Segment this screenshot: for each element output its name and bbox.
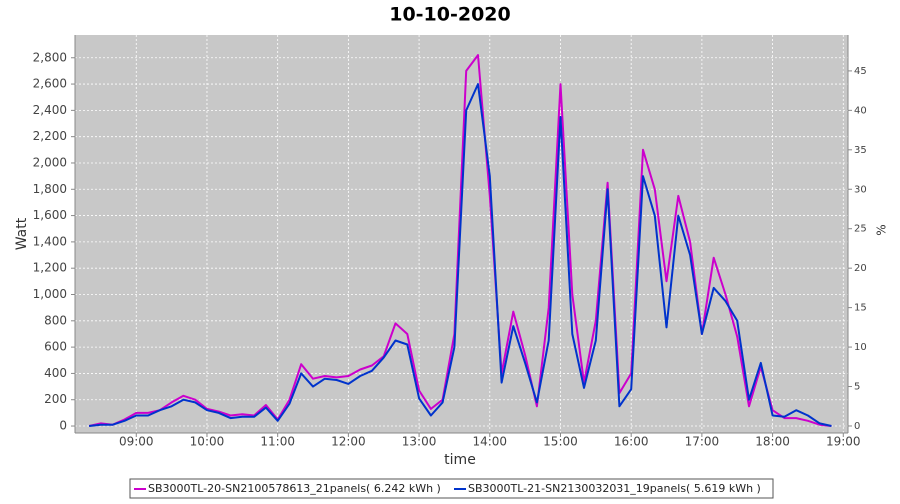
y-tick-label: 0 — [59, 419, 67, 433]
y2-tick-label: 35 — [854, 145, 867, 156]
x-tick-label: 14:00 — [472, 435, 507, 449]
y2-tick-label: 10 — [854, 342, 867, 353]
y-tick-label: 400 — [44, 366, 67, 380]
y-tick-label: 1,600 — [33, 208, 67, 222]
x-tick-label: 15:00 — [543, 435, 578, 449]
x-tick-label: 10:00 — [190, 435, 225, 449]
x-tick-label: 17:00 — [685, 435, 720, 449]
x-tick-label: 13:00 — [402, 435, 437, 449]
legend — [129, 478, 774, 499]
y2-tick-label: 25 — [854, 224, 867, 235]
x-axis-label: time — [444, 452, 476, 468]
y-tick-label: 2,000 — [33, 155, 67, 169]
series-line — [88, 54, 832, 427]
plot-area — [75, 35, 848, 433]
y2-tick-label: 40 — [854, 105, 867, 116]
x-tick-label: 11:00 — [260, 435, 295, 449]
y2-tick-label: 5 — [854, 382, 860, 393]
x-tick-label: 12:00 — [331, 435, 366, 449]
x-tick-label: 19:00 — [826, 435, 861, 449]
y-tick-label: 2,800 — [33, 50, 67, 64]
legend-label: SB3000TL-20-SN2100578613_21panels( 6.242… — [148, 482, 441, 495]
legend-label: SB3000TL-21-SN2130032031_19panels( 5.619… — [468, 482, 761, 495]
y2-tick-label: 0 — [854, 421, 860, 432]
x-tick-label: 18:00 — [755, 435, 790, 449]
y-axis-label: Watt — [14, 217, 30, 250]
y-tick-label: 1,000 — [33, 287, 67, 301]
y2-axis-label: % — [875, 224, 889, 235]
y2-tick-label: 30 — [854, 184, 867, 195]
x-tick-label: 09:00 — [119, 435, 154, 449]
chart-title: 10-10-2020 — [389, 4, 511, 26]
y2-tick-label: 20 — [854, 263, 867, 274]
y-tick-label: 2,400 — [33, 103, 67, 117]
y-tick-label: 2,600 — [33, 77, 67, 91]
y-tick-label: 1,800 — [33, 182, 67, 196]
y-tick-label: 2,200 — [33, 129, 67, 143]
y-tick-label: 800 — [44, 313, 67, 327]
series-line — [88, 83, 832, 427]
y-tick-label: 1,200 — [33, 261, 67, 275]
y-tick-label: 1,400 — [33, 234, 67, 248]
y-tick-label: 600 — [44, 340, 67, 354]
y-tick-label: 200 — [44, 392, 67, 406]
x-tick-label: 16:00 — [614, 435, 649, 449]
y2-tick-label: 45 — [854, 66, 867, 77]
y2-tick-label: 15 — [854, 303, 867, 314]
